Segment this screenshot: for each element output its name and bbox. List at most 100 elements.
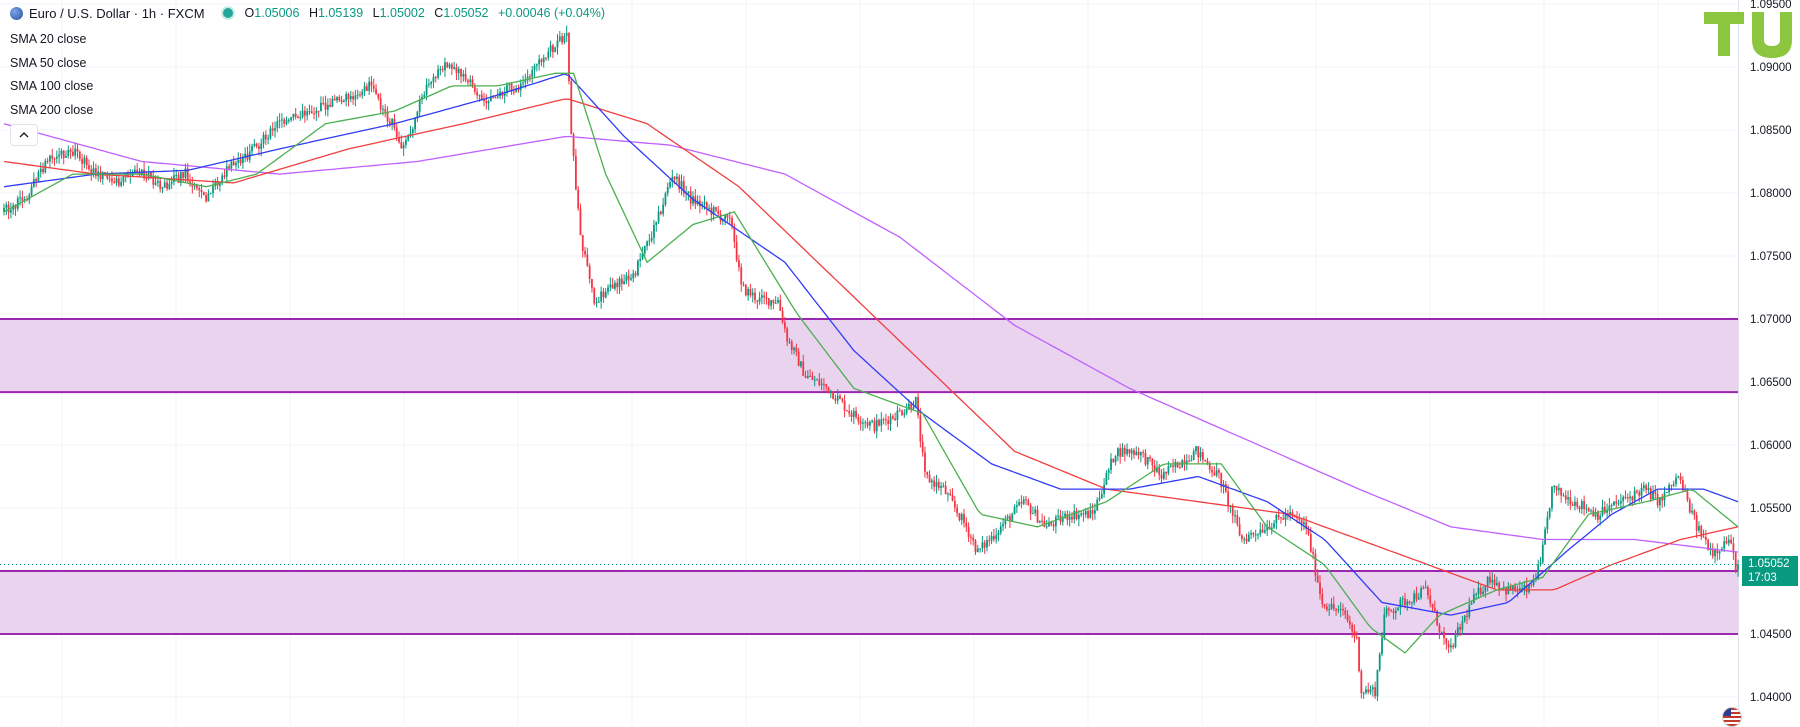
candle-bullish (643, 246, 646, 254)
indicator-sma-20[interactable]: SMA 20 close (10, 32, 87, 46)
candle-bearish (1201, 452, 1204, 460)
candle-bullish (207, 193, 210, 202)
candle-bullish (1647, 488, 1650, 490)
candle-bullish (990, 535, 993, 541)
candle-bullish (439, 68, 442, 70)
candle-bullish (531, 69, 534, 78)
candle-bullish (19, 197, 21, 199)
candle-bearish (352, 96, 354, 100)
candle-bearish (113, 181, 116, 184)
candle-bearish (786, 328, 789, 342)
candle-bearish (1305, 522, 1308, 530)
candle-bearish (329, 104, 332, 107)
candle-bearish (1206, 460, 1209, 465)
indicator-sma-50[interactable]: SMA 50 close (10, 55, 87, 70)
candle-bullish (1482, 591, 1484, 595)
candle-bullish (1135, 451, 1138, 455)
candle-bullish (1378, 654, 1381, 671)
candle-bullish (1130, 450, 1133, 454)
candle-bullish (747, 288, 750, 296)
candle-bearish (1493, 579, 1496, 585)
candle-bearish (1087, 510, 1089, 518)
candle-bullish (267, 138, 270, 140)
candle-bullish (1537, 564, 1540, 580)
candle-bearish (1050, 522, 1053, 525)
candle-bullish (1190, 459, 1193, 462)
candle-bullish (1470, 603, 1473, 605)
candle-bullish (1521, 588, 1524, 590)
candle-bullish (618, 278, 621, 288)
collapse-indicators-button[interactable] (10, 124, 38, 146)
symbol-title[interactable]: Euro / U.S. Dollar · 1h · FXCM (29, 5, 205, 21)
candle-bullish (193, 185, 196, 187)
indicator-sma-200[interactable]: SMA 200 close (10, 102, 94, 117)
sma-50-line (3, 73, 1739, 616)
candle-bullish (1381, 637, 1383, 655)
candle-bearish (72, 151, 74, 156)
candle-bullish (604, 291, 607, 298)
chart-legend: Euro / U.S. Dollar · 1h · FXCM O1.05006 … (10, 4, 605, 146)
candle-bearish (552, 45, 554, 53)
indicator-sma-100[interactable]: SMA 100 close (10, 79, 94, 93)
candle-bullish (487, 101, 490, 104)
candle-bullish (1672, 484, 1675, 486)
candle-bearish (1208, 464, 1211, 470)
ohlc-values: O1.05006 H1.05139 L1.05002 C1.05052 +0.0… (245, 6, 605, 20)
candle-bullish (614, 282, 616, 289)
candle-bullish (907, 403, 910, 410)
candle-bearish (1355, 636, 1358, 638)
candle-bullish (74, 148, 77, 156)
candle-bearish (1300, 520, 1303, 525)
candle-bullish (868, 421, 871, 426)
candle-bullish (1002, 524, 1004, 527)
candle-bearish (1220, 472, 1223, 487)
symbol-header[interactable]: Euro / U.S. Dollar · 1h · FXCM O1.05006 … (10, 4, 605, 22)
close-label: C (434, 6, 444, 20)
candle-bullish (391, 118, 394, 125)
candle-bullish (1015, 505, 1018, 507)
candle-bullish (225, 166, 228, 177)
candle-bearish (540, 59, 543, 63)
candle-bullish (875, 419, 878, 432)
candle-bullish (361, 91, 364, 96)
candle-bearish (1172, 465, 1174, 467)
candle-bearish (949, 493, 952, 496)
candle-bearish (1020, 502, 1023, 504)
candle-bullish (777, 299, 779, 303)
candle-bullish (1064, 513, 1066, 518)
candle-bearish (1560, 487, 1563, 496)
candle-bearish (310, 111, 313, 114)
candle-bullish (524, 80, 527, 83)
candle-bearish (46, 160, 49, 162)
sma-200-line (3, 123, 1739, 553)
candle-bullish (1567, 497, 1569, 500)
candle-bearish (965, 522, 968, 528)
candle-bearish (928, 474, 931, 483)
candle-bullish (326, 104, 329, 110)
candle-bearish (434, 76, 437, 78)
candle-bearish (1732, 543, 1735, 553)
last-price-badge[interactable]: 1.05052 17:03 (1742, 556, 1798, 587)
candle-bullish (914, 396, 917, 408)
candle-bullish (280, 119, 283, 121)
candle-bearish (7, 204, 10, 213)
candle-bearish (1091, 510, 1094, 514)
candle-bullish (1652, 491, 1654, 500)
candle-bullish (1613, 501, 1615, 506)
sma-100-line (3, 98, 1739, 591)
candle-bearish (1693, 510, 1696, 516)
candle-bullish (503, 92, 506, 96)
candle-bearish (891, 416, 894, 419)
candle-bullish (761, 295, 763, 298)
candle-bullish (1250, 532, 1253, 535)
candle-bearish (1587, 508, 1590, 512)
low-value: 1.05002 (379, 6, 425, 20)
candle-bullish (363, 86, 366, 92)
candle-bearish (1142, 452, 1145, 454)
candle-bullish (1273, 523, 1275, 528)
candle-bullish (664, 193, 667, 205)
candle-bearish (69, 149, 72, 152)
candle-bearish (1429, 595, 1432, 604)
candle-bullish (274, 128, 276, 131)
